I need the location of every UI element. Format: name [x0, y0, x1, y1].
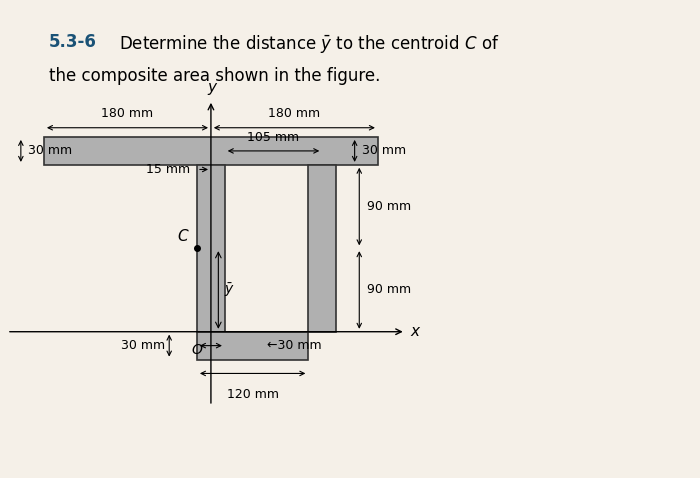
Text: $C$: $C$ — [177, 228, 190, 244]
Text: 15 mm: 15 mm — [146, 163, 190, 176]
Text: $\bar{y}$: $\bar{y}$ — [224, 281, 234, 299]
Text: 30 mm: 30 mm — [121, 339, 165, 352]
Text: ←30 mm: ←30 mm — [267, 339, 321, 352]
Text: 120 mm: 120 mm — [227, 388, 279, 401]
Text: the composite area shown in the figure.: the composite area shown in the figure. — [49, 67, 380, 85]
Text: $y$: $y$ — [207, 81, 218, 97]
Text: 30 mm: 30 mm — [28, 144, 72, 157]
Text: 30 mm: 30 mm — [362, 144, 406, 157]
Text: 180 mm: 180 mm — [268, 108, 321, 120]
Bar — [308, 165, 336, 332]
Text: Determine the distance $\bar{y}$ to the centroid $C$ of: Determine the distance $\bar{y}$ to the … — [119, 33, 500, 55]
Bar — [197, 165, 225, 332]
Text: $x$: $x$ — [410, 324, 422, 339]
Text: 105 mm: 105 mm — [247, 130, 300, 143]
Bar — [44, 137, 378, 165]
Text: $O$: $O$ — [191, 343, 204, 357]
Text: 90 mm: 90 mm — [367, 283, 411, 296]
Text: 90 mm: 90 mm — [367, 200, 411, 213]
Text: 180 mm: 180 mm — [102, 108, 153, 120]
Text: 5.3-6: 5.3-6 — [49, 33, 97, 52]
Bar — [197, 332, 308, 359]
